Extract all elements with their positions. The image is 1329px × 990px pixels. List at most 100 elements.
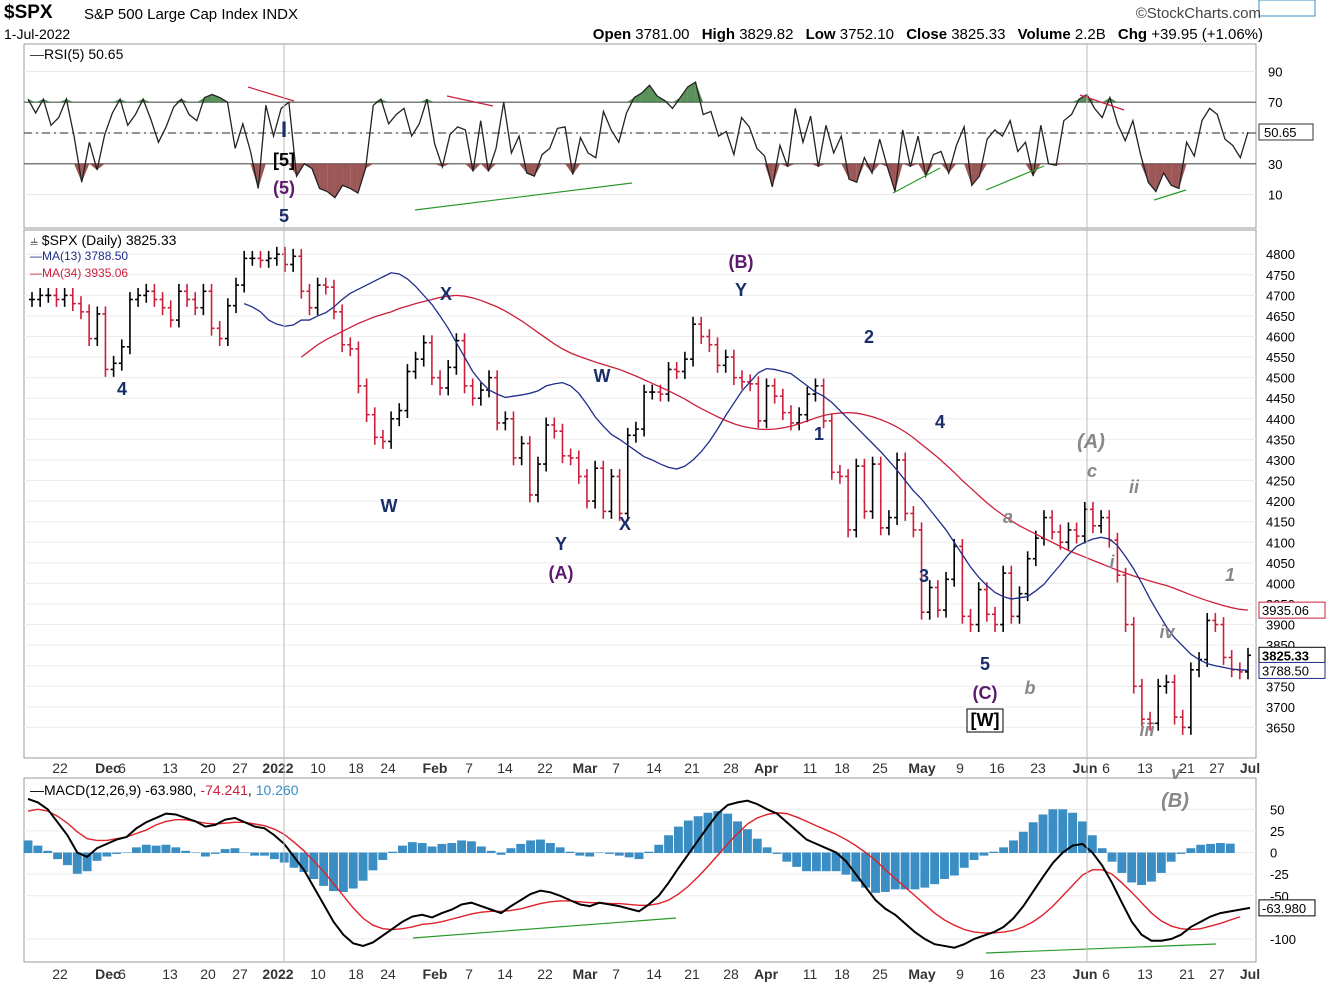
macd-histogram-bar — [614, 852, 624, 856]
macd-histogram-bar — [72, 852, 82, 874]
x-tick-label: 18 — [834, 760, 850, 776]
rsi-oversold-fill — [97, 163, 105, 170]
x-tick-label: 7 — [612, 966, 620, 982]
macd-histogram-bar — [969, 852, 979, 860]
price-tick-label: 4800 — [1266, 247, 1295, 262]
wave-label: W — [381, 496, 398, 516]
wave-label: 4 — [935, 412, 945, 432]
macd-histogram-bar — [723, 813, 733, 854]
wave-label: I — [281, 117, 287, 142]
wave-label: 3 — [919, 566, 929, 586]
rsi-oversold-fill — [81, 163, 90, 183]
x-tick-label: 11 — [803, 966, 818, 982]
x-tick-label: 28 — [723, 966, 739, 982]
macd-histogram-bar — [565, 851, 575, 854]
x-tick-label: 6 — [118, 966, 126, 982]
rsi-oversold-fill — [434, 163, 443, 167]
macd-histogram-bar — [338, 852, 348, 892]
macd-histogram-bar — [536, 839, 545, 854]
macd-histogram-bar — [181, 850, 191, 854]
close-label: Close — [906, 26, 948, 43]
macd-histogram-bar — [752, 838, 762, 854]
macd-histogram-bar — [841, 852, 851, 875]
macd-histogram-bar — [329, 852, 338, 892]
macd-histogram-bar — [595, 852, 605, 854]
ma13-legend: —MA(13) 3788.50 — [30, 249, 129, 263]
signal-legend-value: -74.241 — [200, 782, 248, 798]
x-tick-label: 22 — [537, 760, 553, 776]
open-label: Open — [592, 26, 632, 43]
macd-histogram-bar — [821, 852, 831, 872]
x-tick-label: 11 — [803, 760, 818, 776]
rsi-overbought-fill — [196, 97, 205, 103]
x-tick-label: 16 — [989, 966, 1005, 982]
ohlc-bar-icon: ⫨ — [30, 232, 38, 248]
rsi-oversold-fill — [526, 163, 535, 177]
wave-label: (C) — [973, 683, 998, 703]
x-tick-label: 13 — [162, 760, 178, 776]
rsi-overbought-fill — [66, 99, 75, 103]
x-tick-label: 6 — [118, 760, 126, 776]
macd-histogram-bar — [890, 852, 900, 890]
x-tick-label: 21 — [1179, 760, 1195, 776]
wave-labels: I[5](5)54WXY(A)WX(B)Y21435(C)[W]ab(A)cii… — [117, 117, 1235, 812]
macd-histogram-bar — [427, 846, 437, 854]
macd-histogram-bar — [959, 852, 969, 868]
x-tick-label: 23 — [1030, 760, 1046, 776]
rsi-oversold-fill — [480, 163, 489, 172]
divergence-line — [1153, 189, 1187, 201]
x-tick-label: Dec — [95, 760, 121, 776]
macd-value-tag-text: 10.260 — [1262, 0, 1302, 3]
rsi-oversold-fill — [971, 163, 980, 186]
rsi-tick-label: 70 — [1268, 95, 1282, 110]
macd-histogram-bar — [1127, 852, 1137, 883]
rsi-oversold-fill — [1178, 163, 1187, 189]
ma34-legend: —MA(34) 3935.06 — [30, 266, 129, 280]
macd-histogram-bar — [1107, 852, 1117, 862]
rsi-overbought-fill — [419, 99, 427, 103]
wave-label: Y — [555, 534, 567, 554]
macd-histogram-bar — [447, 843, 457, 854]
x-tick-label: 22 — [52, 966, 68, 982]
chg-label: Chg — [1117, 26, 1148, 43]
x-tick-label: Mar — [573, 760, 598, 776]
macd-histogram-bar — [930, 852, 940, 885]
macd-histogram-bar — [575, 852, 585, 856]
x-tick-label: Dec — [95, 966, 121, 982]
rsi-overbought-fill — [204, 94, 213, 103]
macd-value-tag-text: -63.980 — [1262, 901, 1306, 916]
price-tick-label: 4600 — [1266, 330, 1295, 345]
rsi-overbought-fill — [1071, 99, 1080, 103]
x-tick-label: 24 — [380, 966, 396, 982]
x-tick-label: 2022 — [262, 760, 293, 776]
macd-histogram-bar — [851, 852, 861, 882]
macd-histogram-bar — [644, 851, 654, 854]
macd-histogram-bar — [1216, 843, 1225, 854]
rsi-oversold-fill — [810, 163, 819, 167]
macd-histogram-bar — [260, 852, 269, 856]
macd-histogram-bar — [141, 844, 151, 854]
rsi-oversold-fill — [925, 163, 934, 177]
price-tick-label: 4050 — [1266, 556, 1295, 571]
x-tick-label: 20 — [200, 966, 216, 982]
divergence-line — [985, 165, 1045, 191]
macd-divergence-line — [985, 943, 1217, 954]
wave-label: b — [1025, 678, 1036, 698]
rsi-oversold-fill — [879, 163, 888, 167]
macd-histogram-bar — [1206, 843, 1216, 854]
price-frame — [23, 229, 1257, 759]
wave-label: (A) — [1077, 431, 1105, 453]
x-tick-label: 13 — [1137, 966, 1153, 982]
price-tick-label: 4650 — [1266, 309, 1295, 324]
macd-histogram-bar — [1009, 840, 1018, 854]
macd-histogram-bar — [664, 835, 673, 854]
macd-line — [27, 797, 1251, 949]
price-tick-label: 4200 — [1266, 494, 1295, 509]
rsi-overbought-fill — [687, 82, 696, 103]
rsi-oversold-fill — [473, 163, 481, 172]
price-legend-text: $SPX (Daily) 3825.33 — [41, 232, 177, 248]
macd-histogram-bar — [1225, 843, 1235, 854]
rsi-tick-label: 90 — [1268, 64, 1282, 79]
